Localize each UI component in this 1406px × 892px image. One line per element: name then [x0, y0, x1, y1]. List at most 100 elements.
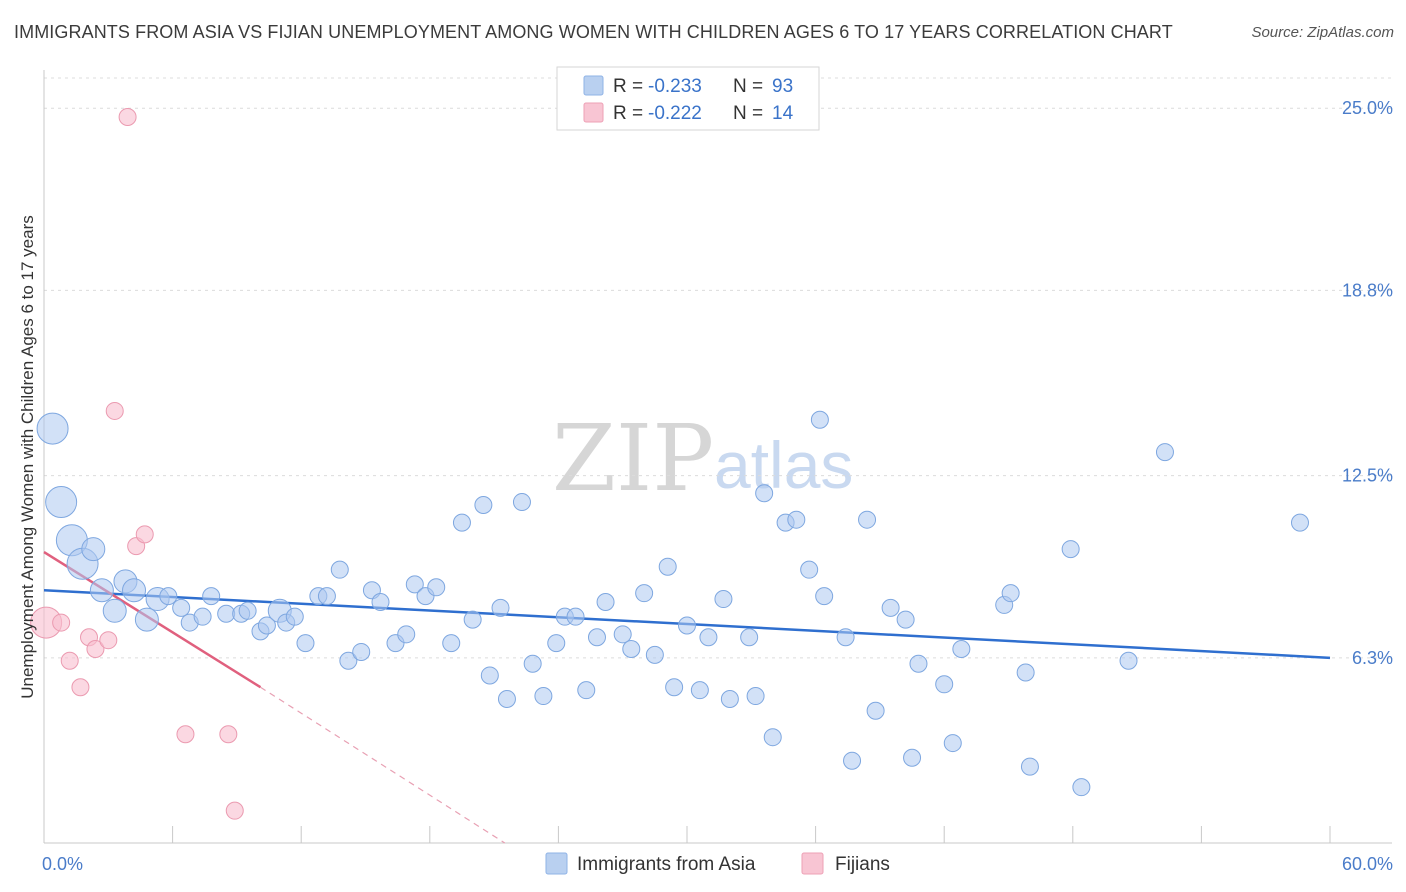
data-point-asia [397, 625, 416, 644]
data-point-asia [371, 592, 390, 611]
legend-n-label-pink: N = [733, 103, 763, 124]
data-point-asia [193, 607, 212, 626]
legend-n-value-blue: 93 [772, 76, 793, 97]
data-point-asia [903, 748, 922, 767]
data-point-asia [909, 654, 928, 673]
trend-line-fijian-extension [260, 686, 506, 844]
stats-legend: R = -0.233 N = 93 R = -0.222 N = 14 [556, 66, 820, 131]
x-tick-labels: 0.0% 60.0% [42, 854, 1393, 874]
data-point-asia [763, 728, 782, 747]
y-tick-label: 12.5% [1342, 466, 1393, 486]
legend-swatch-pink [583, 102, 604, 123]
bottom-legend-swatch-blue [545, 852, 568, 875]
data-point-asia [217, 604, 236, 623]
data-point-asia [159, 587, 178, 606]
data-point-asia [714, 590, 733, 609]
data-point-asia [613, 625, 632, 644]
data-point-asia [134, 607, 159, 632]
x-tick-label: 60.0% [1342, 854, 1393, 874]
data-point-fijian [71, 678, 90, 697]
watermark: ZIP atlas [552, 405, 853, 512]
data-point-asia [339, 651, 358, 670]
y-tick-label: 18.8% [1342, 280, 1393, 300]
data-point-asia [800, 560, 819, 579]
data-point-asia [427, 578, 446, 597]
data-point-asia [943, 734, 962, 753]
data-point-asia [285, 607, 304, 626]
data-point-asia [645, 645, 664, 664]
legend-n-label-blue: N = [733, 76, 763, 97]
data-point-asia [405, 575, 424, 594]
data-point-asia [678, 616, 696, 635]
legend-r-value-pink: -0.222 [648, 103, 702, 124]
data-point-asia [523, 654, 542, 673]
watermark-zip: ZIP [552, 405, 714, 512]
data-point-asia [257, 616, 276, 635]
trend-lines [43, 550, 1331, 844]
data-point-fijian [176, 725, 195, 744]
data-point-asia [317, 587, 336, 606]
data-point-asia [202, 587, 221, 606]
x-tick-label: 0.0% [42, 854, 83, 874]
data-point-asia [787, 510, 806, 529]
series-fijians [30, 108, 244, 820]
data-point-fijian [219, 725, 238, 744]
data-point-asia [896, 610, 915, 629]
data-point-asia [690, 681, 709, 700]
data-point-asia [740, 628, 759, 647]
y-axis-label: Unemployment Among Women with Children A… [18, 215, 37, 699]
data-point-asia [635, 584, 654, 603]
data-point-asia [566, 607, 585, 626]
data-point-asia [935, 675, 954, 694]
data-point-asia [547, 634, 566, 653]
y-tick-label: 25.0% [1342, 98, 1393, 118]
legend-n-value-pink: 14 [772, 103, 794, 124]
data-point-asia [1072, 778, 1091, 797]
data-point-asia [843, 751, 862, 770]
data-point-asia [463, 610, 482, 629]
data-point-asia [36, 412, 69, 445]
watermark-atlas: atlas [714, 428, 853, 502]
data-point-asia [330, 560, 349, 579]
data-point-asia [1290, 513, 1309, 532]
bottom-legend-swatch-pink [801, 852, 824, 875]
y-tick-labels: 6.3% 12.5% 18.8% 25.0% [1342, 98, 1393, 668]
data-point-fijian [225, 801, 244, 820]
data-point-fijian [118, 108, 137, 127]
legend-r-label-pink: R = [613, 103, 643, 124]
data-point-asia [89, 578, 114, 603]
data-point-fijian [86, 640, 105, 659]
legend-r-label-blue: R = [613, 76, 643, 97]
data-point-asia [755, 484, 774, 503]
data-point-asia [746, 687, 765, 706]
y-tick-label: 6.3% [1352, 648, 1393, 668]
data-point-fijian [60, 651, 79, 670]
data-point-asia [1155, 443, 1174, 462]
data-point-asia [474, 495, 493, 514]
data-point-asia [491, 598, 510, 617]
chart-title: IMMIGRANTS FROM ASIA VS FIJIAN UNEMPLOYM… [14, 22, 1173, 42]
legend-r-value-blue: -0.233 [648, 76, 702, 97]
legend-swatch-blue [583, 75, 604, 96]
data-point-fijian [105, 401, 124, 420]
bottom-legend-label-asia: Immigrants from Asia [577, 854, 756, 875]
data-point-asia [622, 640, 641, 659]
data-point-asia [512, 493, 531, 512]
data-point-asia [577, 681, 596, 700]
bottom-legend-label-fijians: Fijians [835, 854, 890, 875]
data-point-asia [442, 634, 461, 653]
data-point-asia [881, 598, 900, 617]
data-point-asia [1016, 663, 1035, 682]
chart-source: Source: ZipAtlas.com [1251, 24, 1394, 41]
data-point-asia [1001, 584, 1020, 603]
data-point-asia [480, 666, 499, 685]
data-point-asia [452, 513, 471, 532]
data-point-fijian [135, 525, 154, 544]
data-point-asia [866, 701, 885, 720]
series-immigrants-from-asia [36, 410, 1309, 797]
data-point-asia [81, 537, 106, 562]
data-point-asia [658, 557, 677, 576]
data-point-asia [1061, 540, 1080, 559]
data-point-asia [720, 689, 739, 708]
data-point-asia [810, 410, 829, 429]
